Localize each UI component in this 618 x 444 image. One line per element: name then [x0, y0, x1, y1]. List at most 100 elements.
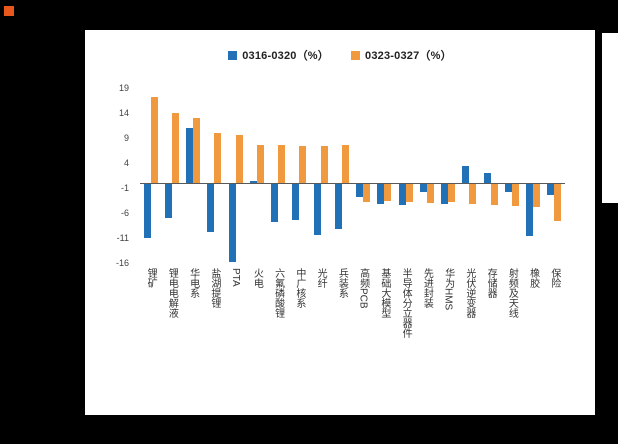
chart-legend: 0316-0320（%） 0323-0327（%）	[85, 47, 595, 63]
bar-series2	[448, 184, 456, 202]
bar-series1	[313, 184, 321, 235]
legend-label-series1: 0316-0320（%）	[242, 50, 329, 62]
bar-series2	[171, 113, 179, 183]
bar-series1	[249, 181, 257, 183]
bar-series2	[320, 145, 328, 183]
bar-series1	[186, 128, 194, 183]
plot-area	[140, 88, 565, 263]
bar-series2	[193, 118, 201, 183]
y-axis-tick-label: -1	[120, 183, 129, 193]
bar-group	[416, 88, 437, 263]
bar-group	[395, 88, 416, 263]
zero-axis-line	[140, 183, 565, 184]
legend-item-series2: 0323-0327（%）	[351, 47, 452, 63]
legend-label-series2: 0323-0327（%）	[365, 50, 452, 62]
bar-series2	[278, 145, 286, 183]
bar-series2	[299, 146, 307, 183]
bar-group	[331, 88, 352, 263]
y-axis: 19 14 9 4 -1 -6 -11 -16	[85, 83, 135, 268]
bar-series2	[235, 135, 243, 183]
chart-panel: 0316-0320（%） 0323-0327（%） 19 14 9 4 -1 -6 -11 -…	[85, 30, 595, 415]
right-strip-decoration	[602, 33, 618, 203]
bar-group	[374, 88, 395, 263]
x-axis-label: 华为HMS	[442, 268, 454, 311]
bar-series1	[164, 184, 172, 218]
bar-group	[246, 88, 267, 263]
bar-group	[289, 88, 310, 263]
bar-series2	[426, 184, 434, 203]
bar-group	[225, 88, 246, 263]
bar-group	[183, 88, 204, 263]
x-axis-label: 光伏逆变器	[463, 268, 475, 318]
x-axis-label: 射频及天线	[506, 268, 518, 318]
bar-series2	[490, 184, 498, 205]
x-axis-label: 中广核系	[293, 268, 305, 308]
bar-series1	[292, 184, 300, 220]
x-axis-label: 光纤	[315, 268, 327, 288]
x-axis-label: PTA	[230, 268, 242, 287]
x-axis-label: 保险	[548, 268, 560, 288]
y-axis-tick-label: 14	[118, 108, 129, 118]
legend-item-series1: 0316-0320（%）	[228, 47, 329, 63]
legend-swatch-orange	[351, 50, 360, 60]
x-axis-label: 华电系	[187, 268, 199, 298]
y-axis-tick-label: -6	[120, 208, 129, 218]
corner-decoration	[4, 6, 14, 16]
bar-group	[459, 88, 480, 263]
bar-series1	[483, 173, 491, 183]
bar-group	[523, 88, 544, 263]
bar-series2	[405, 184, 413, 202]
y-axis-tick-label: -16	[115, 258, 129, 268]
x-axis-label: 锂电电解液	[166, 268, 178, 318]
bar-group	[310, 88, 331, 263]
bar-group	[140, 88, 161, 263]
bar-series2	[214, 133, 222, 183]
x-axis-labels: 锂矿 锂电电解液 华电系 盐湖提锂 PTA 火电 六氟磷酸锂 中广核系 光纤 兵装系 高频PCB 基础…	[140, 268, 565, 413]
bar-series2	[256, 145, 264, 183]
bar-series2	[469, 184, 477, 204]
bar-group	[353, 88, 374, 263]
bar-series2	[363, 184, 371, 202]
bar-group	[480, 88, 501, 263]
bar-series2	[384, 184, 392, 201]
bar-series1	[441, 184, 449, 204]
bar-series1	[398, 184, 406, 205]
x-axis-label: 存储器	[485, 268, 497, 298]
x-axis-label: 六氟磷酸锂	[272, 268, 284, 318]
x-axis-label: 基础大模型	[378, 268, 390, 318]
bars-container	[140, 88, 565, 263]
bar-series1	[334, 184, 342, 229]
bar-group	[438, 88, 459, 263]
bar-series1	[356, 184, 364, 197]
y-axis-tick-label: 9	[123, 133, 129, 143]
bar-series1	[547, 184, 555, 195]
bar-series2	[533, 184, 541, 207]
x-axis-label: 高频PCB	[357, 268, 369, 309]
bar-series1	[377, 184, 385, 204]
bar-series1	[271, 184, 279, 222]
y-axis-tick-label: -11	[116, 233, 129, 243]
bar-series1	[143, 184, 151, 238]
bar-group	[268, 88, 289, 263]
x-axis-label: 半导体分立器件	[400, 268, 412, 338]
x-axis-label: 橡胶	[527, 268, 539, 288]
bar-series1	[207, 184, 215, 232]
bar-series2	[554, 184, 562, 221]
bar-group	[544, 88, 565, 263]
x-axis-label: 先进封装	[421, 268, 433, 308]
legend-swatch-blue	[228, 50, 238, 60]
bar-series2	[341, 145, 349, 183]
bar-series2	[150, 97, 158, 183]
x-axis-label: 锂矿	[145, 268, 157, 288]
x-axis-label: 盐湖提锂	[208, 268, 220, 308]
y-axis-tick-label: 19	[118, 83, 129, 93]
bar-series1	[504, 184, 512, 192]
bar-group	[204, 88, 225, 263]
bar-group	[161, 88, 182, 263]
x-axis-label: 兵装系	[336, 268, 348, 298]
bar-series1	[462, 166, 470, 183]
bar-series2	[511, 184, 519, 206]
bar-series1	[228, 184, 236, 262]
